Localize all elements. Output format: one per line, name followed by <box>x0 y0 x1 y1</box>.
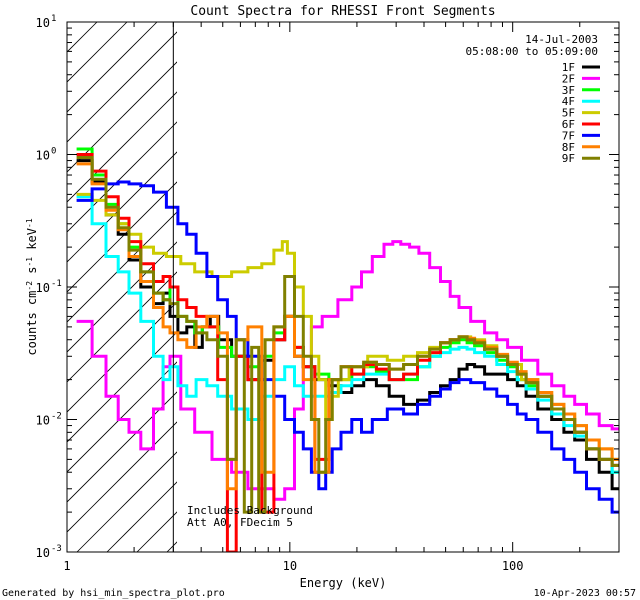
hatch-line <box>76 451 177 552</box>
hatch-line <box>67 61 177 173</box>
series-4F-line <box>76 195 619 474</box>
chart-title: Count Spectra for RHESSI Front Segments <box>190 4 495 19</box>
y-tick-label: 10 <box>36 149 50 163</box>
hatch-line <box>67 271 177 383</box>
hatch-line <box>67 22 158 113</box>
y-tick-exponent: 1 <box>51 14 56 24</box>
y-axis-label: counts cm-2 s-1 keV-1 <box>25 218 40 355</box>
hatch-line <box>67 241 177 353</box>
legend-label-9F: 9F <box>562 152 575 165</box>
x-tick-label: 10 <box>283 559 297 573</box>
legend-label-2F: 2F <box>562 72 575 85</box>
legend-label-5F: 5F <box>562 107 575 120</box>
hatch-line <box>67 391 177 503</box>
series-3F-line <box>76 147 619 474</box>
hatch-line <box>67 211 177 323</box>
hatch-line <box>67 421 177 533</box>
series-9F-line <box>76 156 619 514</box>
y-tick-exponent: -3 <box>51 544 62 554</box>
generated-by-footer: Generated by hsi_min_spectra_plot.pro <box>2 588 225 599</box>
y-tick-label: 10 <box>36 546 50 560</box>
series-7F-line <box>76 180 619 514</box>
x-axis-label: Energy (keV) <box>300 576 387 590</box>
y-tick-label: 10 <box>36 414 50 428</box>
hatch-line <box>67 31 177 143</box>
series-5F-line <box>76 192 619 461</box>
y-tick-exponent: -2 <box>51 412 62 422</box>
legend-label-3F: 3F <box>562 84 575 97</box>
y-tick-exponent: -1 <box>51 279 62 289</box>
series-layer <box>76 147 619 552</box>
series-6F-line <box>76 153 619 552</box>
x-tick-label: 100 <box>502 559 524 573</box>
timestamp-footer: 10-Apr-2023 00:57 <box>534 588 636 599</box>
y-tick-label: 10 <box>36 16 50 30</box>
hatch-line <box>106 481 177 552</box>
legend-label-1F: 1F <box>562 61 575 74</box>
legend-label-8F: 8F <box>562 141 575 154</box>
date-annotation: 14-Jul-2003 <box>525 33 598 46</box>
legend-label-7F: 7F <box>562 129 575 142</box>
hatch-line <box>67 91 177 203</box>
x-tick-label: 1 <box>63 559 70 573</box>
attenuator-note: Att A0, FDecim 5 <box>187 516 293 529</box>
legend-label-4F: 4F <box>562 95 575 108</box>
y-tick-exponent: 0 <box>51 147 56 157</box>
legend-label-6F: 6F <box>562 118 575 131</box>
background-note: Includes Background <box>187 504 313 517</box>
hatch-line <box>67 361 177 473</box>
excluded-energy-region <box>67 22 177 552</box>
time-range-annotation: 05:08:00 to 05:09:00 <box>466 45 598 58</box>
y-tick-label: 10 <box>36 281 50 295</box>
series-1F-line <box>76 159 619 491</box>
